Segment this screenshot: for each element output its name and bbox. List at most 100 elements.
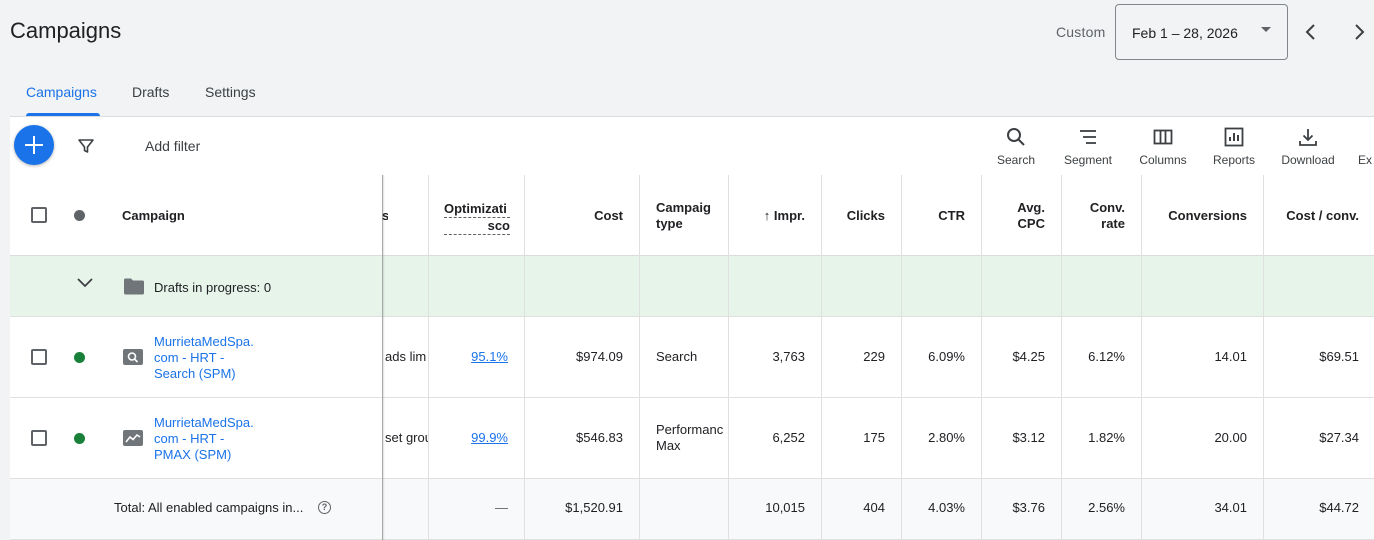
column-divider	[524, 175, 525, 540]
column-divider	[981, 175, 982, 540]
column-divider	[1141, 175, 1142, 540]
tab-settings[interactable]: Settings	[205, 84, 256, 100]
filter-icon[interactable]	[77, 137, 95, 160]
expand-icon	[1365, 126, 1374, 148]
campaign-type-line: Performanc	[656, 422, 724, 437]
column-header-conversions[interactable]: Conversions	[1168, 208, 1247, 223]
add-filter-button[interactable]: Add filter	[145, 138, 201, 154]
ctr-cell: 2.80%	[928, 430, 965, 445]
select-all-checkbox[interactable]	[31, 207, 47, 223]
status-enabled-dot	[74, 352, 85, 363]
optimization-score-cell[interactable]: 95.1%	[430, 349, 508, 364]
column-header-status[interactable]: s	[382, 208, 388, 223]
total-optimization-score: —	[495, 500, 508, 515]
column-header-ctr[interactable]: CTR	[938, 208, 965, 223]
column-header-conv-rate[interactable]: Conv. rate	[1067, 200, 1125, 232]
total-label: Total: All enabled campaigns in...	[114, 500, 304, 515]
folder-icon	[124, 278, 144, 295]
status-cell[interactable]: set grou	[385, 430, 428, 445]
optimization-score-link[interactable]: 99.9%	[471, 430, 508, 445]
column-divider	[639, 175, 640, 540]
download-tool-label: Download	[1281, 153, 1335, 167]
segment-tool-button[interactable]: Segment	[1061, 126, 1115, 167]
next-period-button[interactable]	[1345, 16, 1373, 48]
add-campaign-button[interactable]	[14, 125, 54, 165]
column-header-optimization-score[interactable]: Optimizati sco	[444, 201, 510, 235]
columns-tool-label: Columns	[1139, 153, 1187, 167]
optimization-score-cell[interactable]: 99.9%	[430, 430, 508, 445]
status-cell[interactable]: ads lim	[385, 349, 428, 364]
chevron-right-icon	[1355, 24, 1365, 40]
search-icon	[1007, 128, 1025, 146]
row-checkbox[interactable]	[31, 430, 47, 446]
table-row	[10, 317, 1374, 398]
drafts-row[interactable]	[10, 256, 1374, 317]
conv-rate-header-line1: Conv.	[1089, 200, 1125, 215]
optimization-header-line2: sco	[444, 218, 510, 235]
download-tool-button[interactable]: Download	[1279, 126, 1337, 167]
expand-tool-label: Ex	[1358, 153, 1373, 167]
campaign-name-line: Search (SPM)	[154, 366, 236, 381]
expand-tool-button[interactable]: Ex	[1358, 126, 1374, 167]
dropdown-arrow-icon	[1261, 27, 1271, 32]
conv-rate-cell: 1.82%	[1088, 430, 1125, 445]
campaign-name-link[interactable]: MurrietaMedSpa. com - HRT - Search (SPM)	[154, 334, 254, 382]
column-divider	[428, 175, 429, 540]
impr-cell: 3,763	[772, 349, 805, 364]
page-title: Campaigns	[10, 18, 122, 43]
campaign-name-line: com - HRT -	[154, 350, 225, 365]
segment-icon	[1080, 130, 1096, 144]
date-range-picker[interactable]: Feb 1 – 28, 2026	[1115, 4, 1288, 60]
conv-rate-header-line2: rate	[1101, 216, 1125, 231]
column-header-avg-cpc[interactable]: Avg. CPC	[987, 200, 1045, 232]
cost-cell: $974.09	[576, 349, 623, 364]
campaign-name-line: com - HRT -	[154, 431, 225, 446]
campaign-type-line: Max	[656, 438, 681, 453]
cost-per-conv-cell: $69.51	[1319, 349, 1359, 364]
help-icon[interactable]: ?	[318, 501, 331, 514]
total-avg-cpc: $3.76	[1012, 500, 1045, 515]
column-header-cost[interactable]: Cost	[594, 208, 623, 223]
reports-tool-label: Reports	[1212, 153, 1256, 167]
total-conv-rate: 2.56%	[1088, 500, 1125, 515]
plus-icon-vertical	[33, 136, 35, 154]
column-divider	[1061, 175, 1062, 540]
download-icon	[1299, 129, 1317, 146]
table-header-row	[10, 175, 1374, 256]
column-header-cost-per-conv[interactable]: Cost / conv.	[1286, 208, 1359, 223]
tab-campaigns[interactable]: Campaigns	[26, 84, 97, 100]
tab-drafts[interactable]: Drafts	[132, 84, 170, 100]
conversions-cell: 20.00	[1214, 430, 1247, 445]
column-header-campaign-type[interactable]: Campaig type	[656, 200, 724, 232]
reports-tool-button[interactable]: Reports	[1210, 126, 1258, 167]
ctr-cell: 6.09%	[928, 349, 965, 364]
row-checkbox[interactable]	[31, 349, 47, 365]
campaign-type-cell: Performanc Max	[656, 422, 728, 454]
status-enabled-dot	[74, 433, 85, 444]
impr-header-label: Impr.	[773, 208, 805, 223]
avg-cpc-header-line2: CPC	[1017, 216, 1045, 231]
total-cost: $1,520.91	[565, 500, 623, 515]
date-range-value: Feb 1 – 28, 2026	[1132, 25, 1238, 41]
active-tab-indicator	[26, 113, 100, 116]
column-header-impr[interactable]: ↑ Impr.	[734, 208, 805, 224]
avg-cpc-cell: $4.25	[1012, 349, 1045, 364]
column-header-clicks[interactable]: Clicks	[846, 208, 885, 223]
status-text: ads lim	[385, 349, 427, 364]
optimization-score-link[interactable]: 95.1%	[471, 349, 508, 364]
campaign-name-line: MurrietaMedSpa.	[154, 334, 254, 349]
column-header-campaign[interactable]: Campaign	[122, 208, 185, 223]
search-tool-button[interactable]: Search	[996, 126, 1036, 167]
frozen-column-divider	[382, 175, 383, 540]
columns-tool-button[interactable]: Columns	[1137, 126, 1189, 167]
impr-cell: 6,252	[772, 430, 805, 445]
total-clicks: 404	[863, 500, 885, 515]
previous-period-button[interactable]	[1297, 16, 1325, 48]
avg-cpc-cell: $3.12	[1012, 430, 1045, 445]
chevron-down-icon[interactable]	[76, 277, 94, 289]
chevron-left-icon	[1305, 24, 1315, 40]
column-divider	[901, 175, 902, 540]
campaign-name-link[interactable]: MurrietaMedSpa. com - HRT - PMAX (SPM)	[154, 415, 254, 463]
total-impr: 10,015	[765, 500, 805, 515]
conversions-cell: 14.01	[1214, 349, 1247, 364]
